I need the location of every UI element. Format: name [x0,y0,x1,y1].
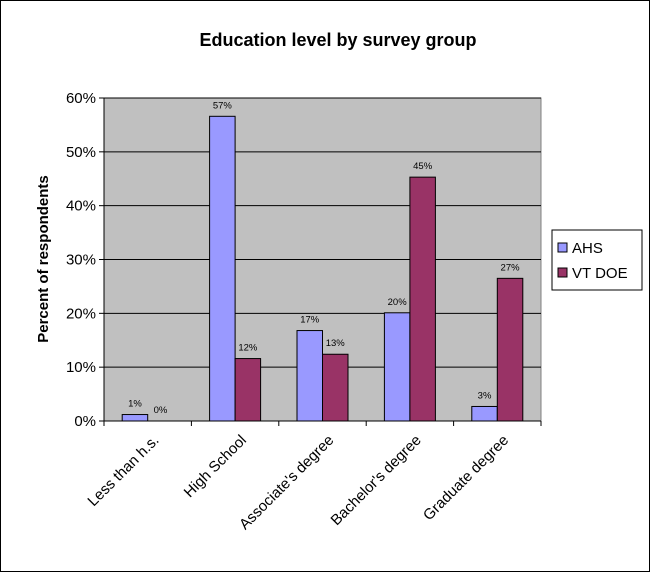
data-label: 57% [213,100,233,111]
bar-vt-doe [234,358,262,422]
y-tick-label: 40% [66,198,96,215]
bar-ahs [209,115,236,422]
legend-swatch [557,267,568,278]
data-label: 45% [413,161,433,172]
bar-ahs [471,405,498,422]
bar-ahs [121,414,149,422]
data-label: 27% [501,262,521,273]
data-label: 17% [300,315,320,326]
y-tick-label: 60% [66,90,96,107]
y-tick-label: 0% [74,413,96,430]
y-axis-title: Percent of respondents [35,175,52,343]
y-tick-label: 20% [66,305,96,322]
x-category-label: Less than h.s. [84,432,162,510]
x-category-label: Graduate degree [420,432,512,524]
legend: AHS VT DOE [551,229,643,291]
bar-vt-doe [322,353,349,422]
y-tick-label: 10% [66,359,96,376]
data-label: 12% [238,343,258,354]
data-label: 13% [326,338,346,349]
data-label: 1% [128,399,142,410]
data-label: 20% [388,297,408,308]
bar-vt-doe [496,277,524,422]
x-category-label: Bachelor's degree [328,432,425,529]
x-category-label: High School [181,432,250,501]
legend-label: VT DOE [572,265,628,282]
y-tick-label: 50% [66,144,96,161]
x-category-label: Associate's degree [236,432,337,533]
data-label: 3% [478,390,492,401]
y-tick-label: 30% [66,252,96,269]
plot-area-group: 0% 10% 20% 30% 40% 50% 60% 1% 0% Less than h.s. 57… [66,90,542,533]
legend-box [551,229,643,291]
bar-ahs [296,330,323,422]
bar-ahs [383,312,411,422]
legend-label: AHS [572,240,603,257]
data-label: 0% [154,405,168,416]
legend-swatch [557,242,568,253]
chart-title: Education level by survey group [199,30,476,50]
bar-vt-doe [409,176,436,422]
